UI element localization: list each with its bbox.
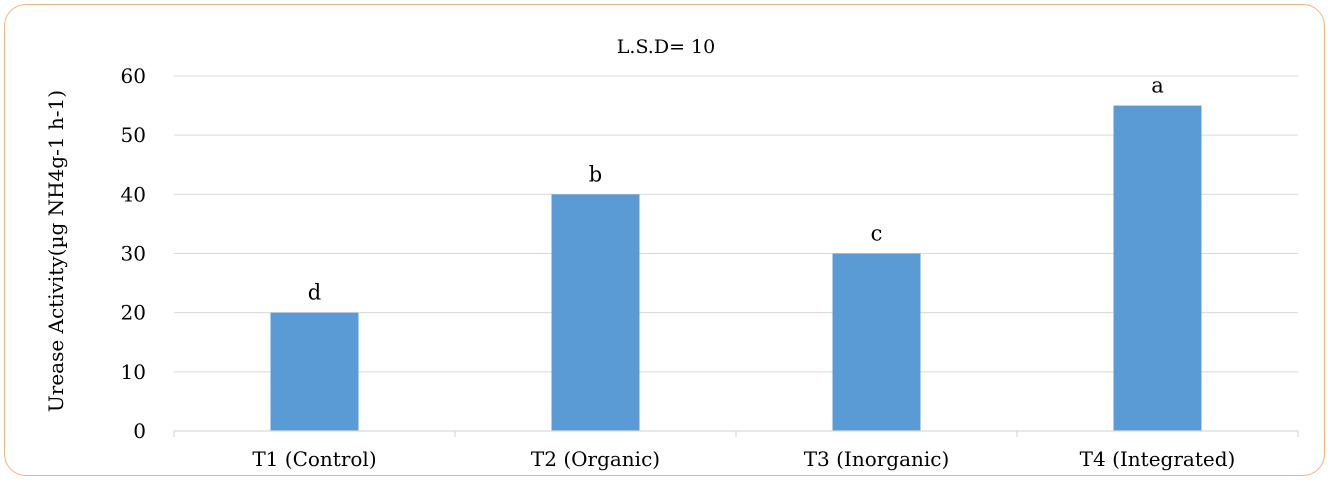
chart-title: L.S.D= 10 [617,36,715,58]
bar-4 [1113,105,1202,431]
x-tick-label: T3 (Inorganic) [804,447,950,471]
x-tick-label: T2 (Organic) [531,447,660,471]
bar-label: a [1151,74,1164,98]
bars: d b c a [270,74,1202,431]
y-axis: 0 10 20 30 40 50 60 [121,64,146,443]
gridlines [174,75,1298,373]
y-axis-label: Urease Activity(µg NH4g-1 h-1) [44,90,68,412]
bar-label: d [308,281,321,305]
chart-frame [4,4,1325,476]
y-tick-label: 60 [121,64,146,88]
y-tick-label: 30 [121,242,146,266]
x-tick-label: T4 (Integrated) [1080,447,1236,471]
y-tick-label: 40 [121,182,146,206]
bar-2 [551,194,640,431]
y-tick-label: 50 [121,123,146,147]
y-tick-label: 0 [133,419,146,443]
bar-label: b [589,162,602,186]
bar-3 [832,253,921,431]
x-tick-label: T1 (Control) [252,447,376,471]
bar-1 [270,312,359,431]
y-tick-label: 20 [121,301,146,325]
y-tick-label: 10 [121,360,146,384]
x-axis: T1 (Control) T2 (Organic) T3 (Inorganic) T4… [173,430,1299,471]
bar-label: c [871,222,883,246]
